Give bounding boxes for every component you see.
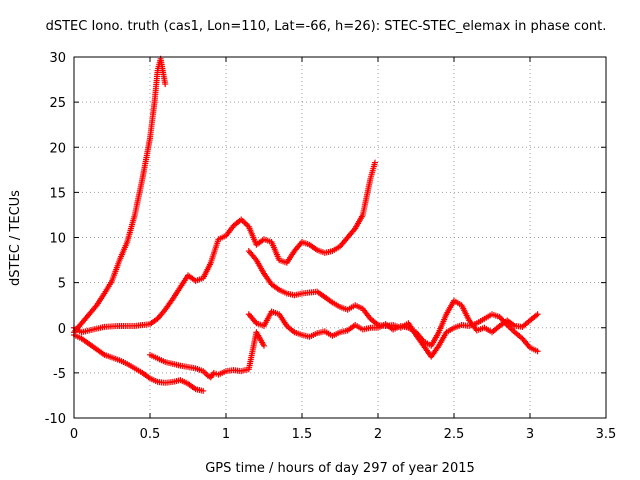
data-point — [371, 159, 378, 166]
plot-frame — [73, 56, 607, 419]
x-tick-label: 3.5 — [596, 427, 617, 442]
chart-title: dSTEC Iono. truth (cas1, Lon=110, Lat=-6… — [46, 19, 607, 34]
y-tick-label: -5 — [53, 367, 66, 382]
data-point — [534, 311, 541, 318]
x-tick-label: 0 — [70, 427, 78, 442]
data-point — [261, 342, 267, 349]
y-tick-label: 20 — [49, 141, 66, 156]
data-point — [200, 387, 207, 394]
x-tick-label: 2.5 — [444, 427, 465, 442]
x-tick-label: 0.5 — [140, 427, 161, 442]
y-tick-label: -10 — [45, 412, 66, 427]
x-tick-label: 1.5 — [292, 427, 313, 442]
y-tick-label: 25 — [49, 96, 66, 111]
data-point — [162, 81, 169, 88]
data-point — [534, 348, 541, 355]
x-tick-label: 3 — [526, 427, 534, 442]
x-tick-label: 2 — [374, 427, 382, 442]
x-tick-label: 1 — [222, 427, 230, 442]
y-tick-label: 10 — [49, 232, 66, 247]
axis-ticks: 0 0.5 1 1.5 2 2.5 3 3.5 -10 -5 0 5 10 15 20 25 30 — [45, 51, 617, 442]
y-tick-label: 15 — [49, 186, 66, 201]
x-axis-label: GPS time / hours of day 297 of year 2015 — [205, 461, 475, 476]
grid — [74, 57, 606, 418]
y-tick-label: 5 — [58, 277, 66, 292]
data-points — [71, 55, 541, 394]
y-tick-label: 0 — [58, 322, 66, 337]
y-axis-label: dSTEC / TECUs — [8, 190, 23, 286]
y-tick-label: 30 — [49, 51, 66, 66]
